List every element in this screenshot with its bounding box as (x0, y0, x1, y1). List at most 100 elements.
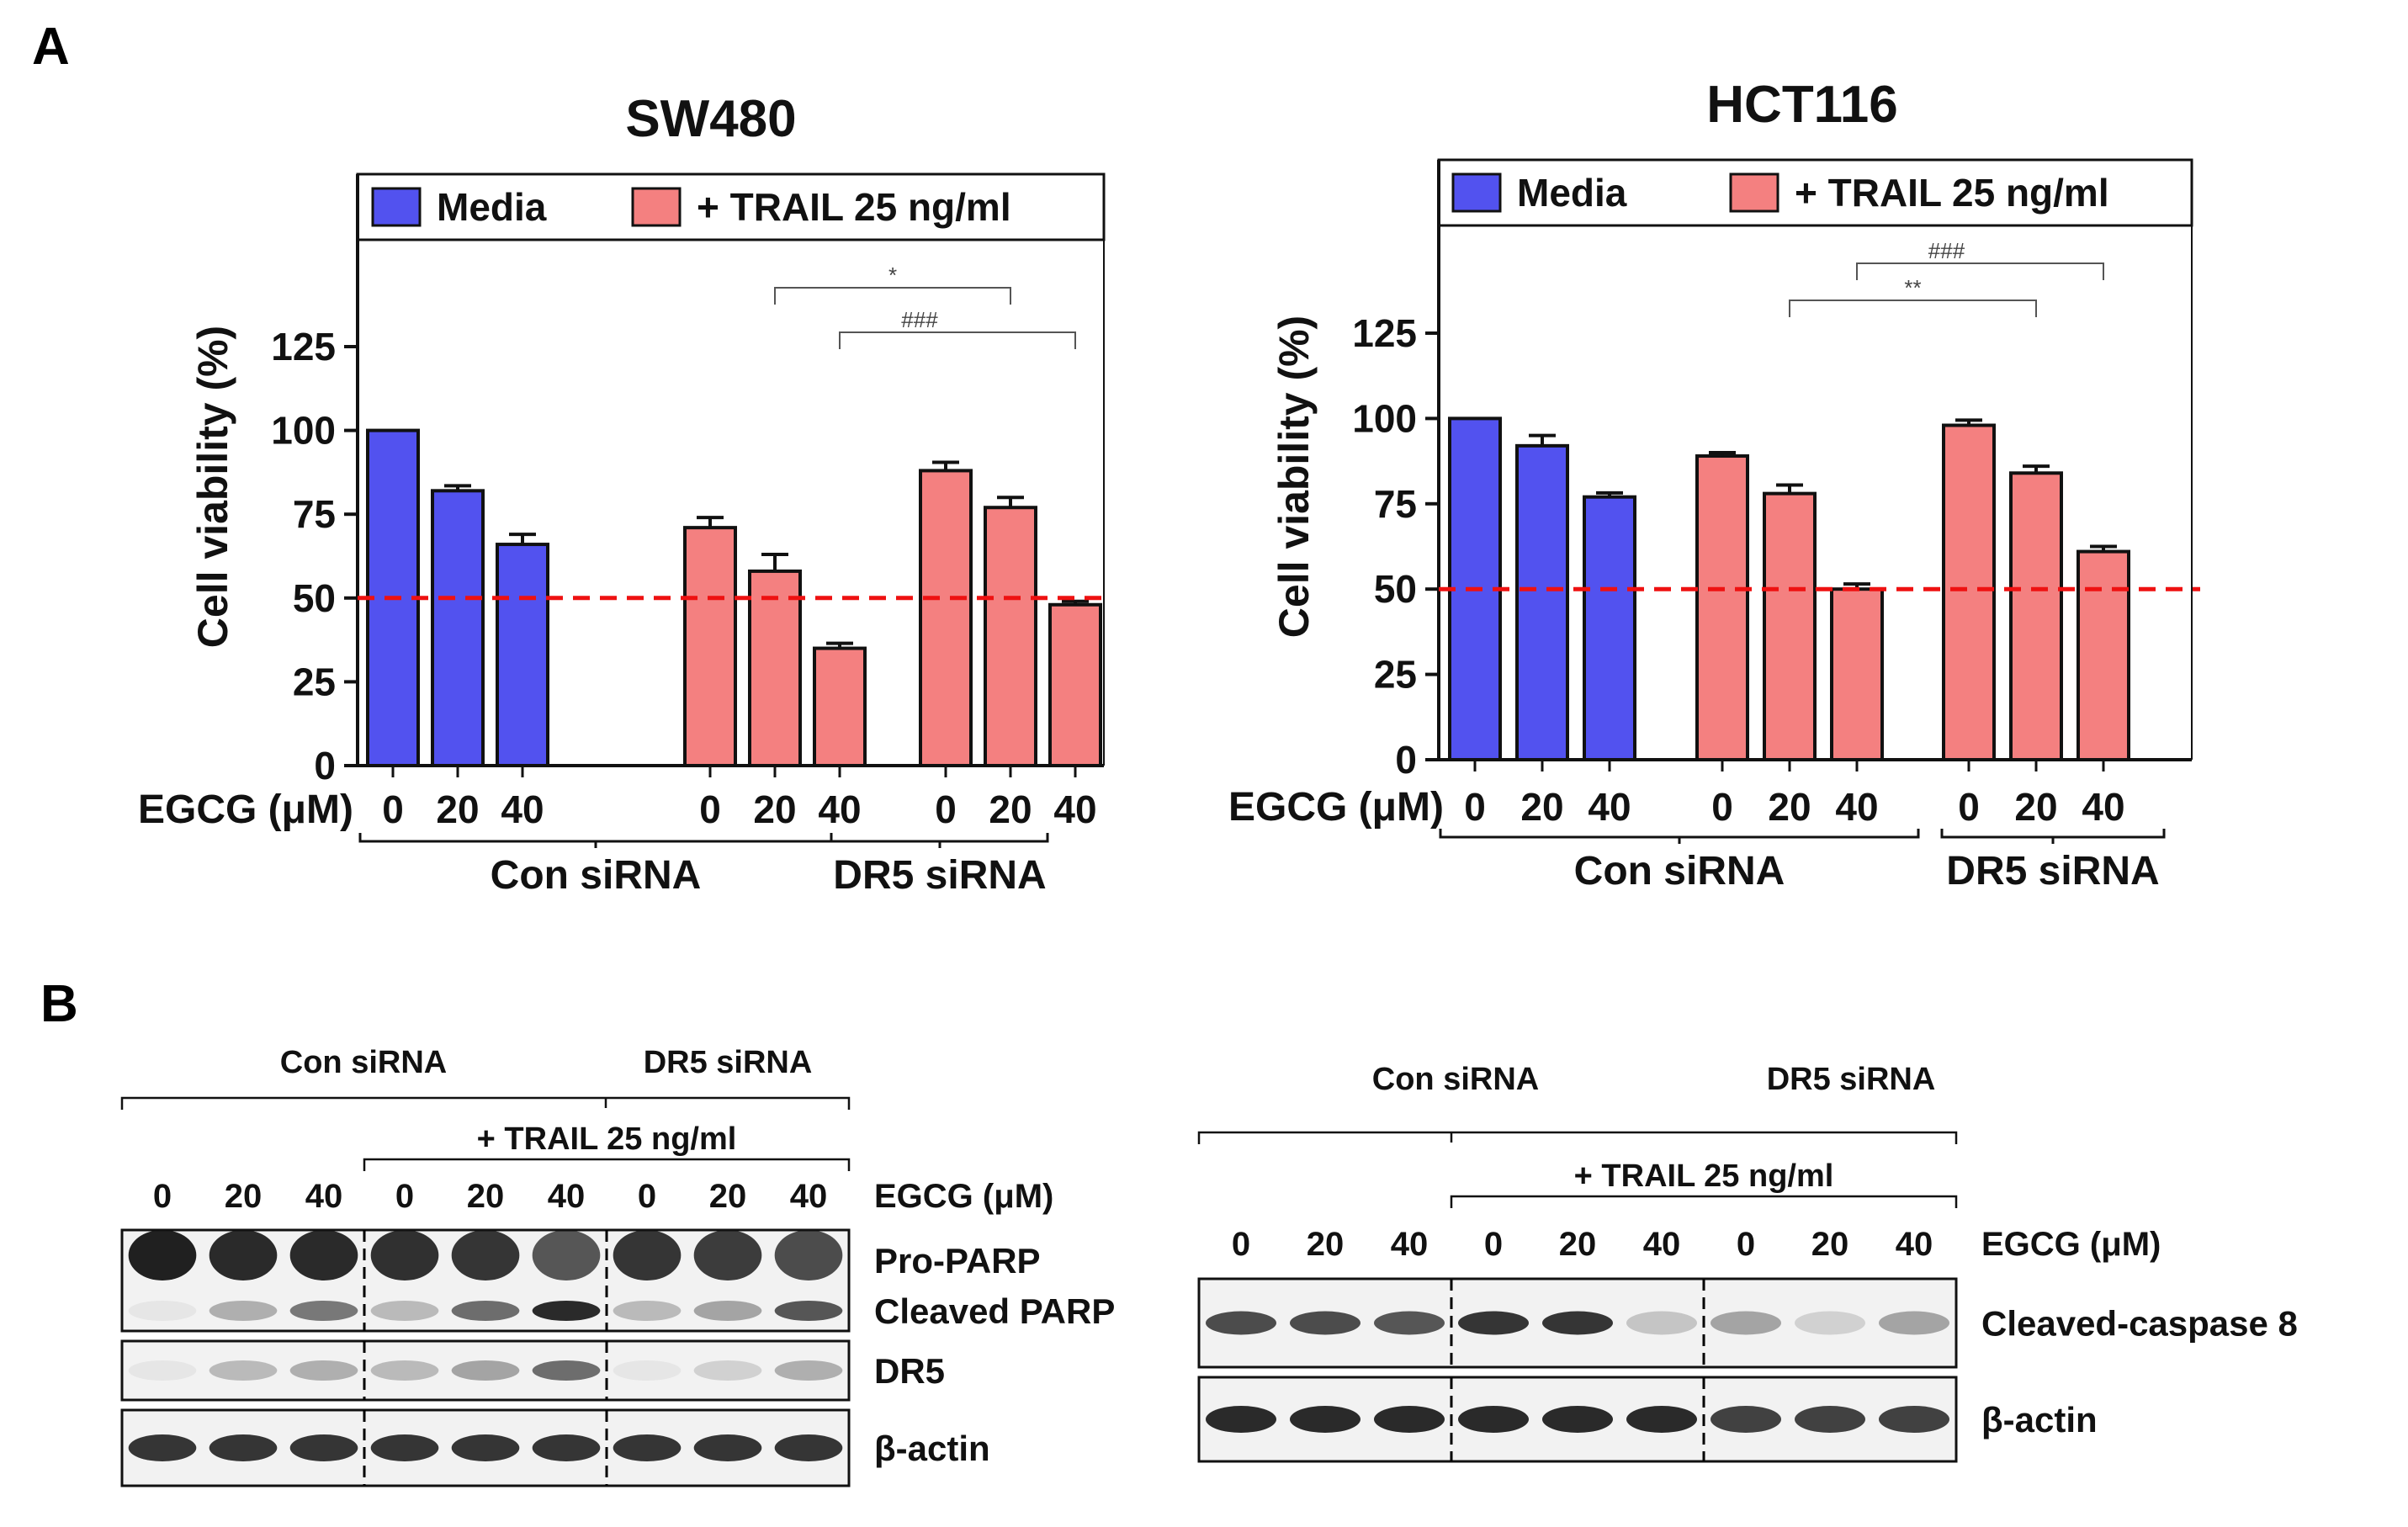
blot-hct116: Con siRNA DR5 siRNA + TRAIL 25 ng/ml 0 20 40 0… (1197, 1062, 2298, 1463)
legend-label-2: + TRAIL 25 ng/ml (697, 185, 1011, 229)
blot-band (613, 1360, 682, 1381)
blot-band (209, 1434, 278, 1461)
bar (1830, 587, 1884, 762)
blot-band (209, 1301, 278, 1321)
blot-band (209, 1360, 278, 1381)
blot-band (693, 1230, 762, 1280)
blot-band (774, 1434, 843, 1461)
blot-row-label: DR5 (874, 1351, 945, 1391)
y-tick-label: 100 (271, 409, 336, 453)
blot-band (128, 1230, 197, 1280)
x-tick-label: 0 (699, 787, 721, 831)
significance-label: ### (901, 307, 938, 332)
blot-label-dr5: DR5 siRNA (644, 1045, 813, 1080)
significance-bracket (774, 287, 1011, 305)
blot-band (1711, 1406, 1781, 1433)
legend-swatch-1 (371, 187, 422, 227)
blot-band (1458, 1406, 1529, 1433)
blot-label-con: Con siRNA (1372, 1062, 1539, 1097)
x-tick-label: 40 (818, 787, 861, 831)
x-tick-label: 40 (1053, 787, 1096, 831)
blot-dose-label: 0 (153, 1178, 172, 1215)
legend-box (356, 172, 1106, 241)
x-tick-label: 40 (1588, 785, 1631, 829)
blot-strip (120, 1339, 851, 1402)
x-tick-label: 40 (501, 787, 544, 831)
y-axis-label: Cell viability (%) (1270, 315, 1318, 638)
panel-label-a: A (32, 18, 70, 76)
significance-bracket (1856, 262, 2104, 280)
blot-band (532, 1301, 601, 1321)
blot-band (128, 1301, 197, 1321)
blot-label-dr5: DR5 siRNA (1767, 1062, 1936, 1097)
blot-band (370, 1434, 439, 1461)
blot-dose-label: 40 (1896, 1226, 1933, 1263)
blot-band (1626, 1311, 1697, 1335)
legend-label-1: Media (437, 185, 547, 229)
blot-dose-title: EGCG (μM) (874, 1178, 1053, 1215)
group-bracket (830, 833, 1049, 843)
bar (683, 526, 737, 767)
blot-band (532, 1360, 601, 1381)
blot-row-label: Cleaved-caspase 8 (1981, 1304, 2298, 1344)
x-tick-label: 20 (1520, 785, 1563, 829)
chart-title: SW480 (625, 90, 796, 148)
blot-band (774, 1301, 843, 1321)
y-tick-label: 0 (1395, 738, 1417, 782)
blot-band (613, 1434, 682, 1461)
blot-row-label: β-actin (1981, 1400, 2098, 1440)
legend-swatch-2 (1729, 172, 1779, 213)
y-axis-label: Cell viability (%) (189, 326, 236, 648)
blot-label-con: Con siRNA (280, 1045, 447, 1080)
blot-dose-label: 40 (1643, 1226, 1681, 1263)
blot-band (451, 1434, 520, 1461)
x-tick-label: 0 (1711, 785, 1733, 829)
blot-row-label: Cleaved PARP (874, 1291, 1115, 1331)
blot-band (613, 1230, 682, 1280)
blot-band (370, 1360, 439, 1381)
blot-band (774, 1230, 843, 1280)
x-tick-label: 0 (382, 787, 404, 831)
blot-row-label: β-actin (874, 1429, 990, 1468)
legend-box (1437, 158, 2193, 227)
blot-band (451, 1360, 520, 1381)
blot-band (128, 1434, 197, 1461)
y-tick-label: 50 (293, 576, 336, 620)
significance-label: ** (1904, 275, 1921, 300)
blot-band (289, 1301, 358, 1321)
blot-row-label: Pro-PARP (874, 1241, 1041, 1280)
blot-bracket-sirna (120, 1096, 851, 1110)
blot-band (289, 1230, 358, 1280)
chart-title: HCT116 (1706, 76, 1897, 134)
y-tick-label: 125 (271, 325, 336, 368)
bar (496, 543, 549, 768)
chart-hct116: HCT116 Media + TRAIL 25 ng/ml 0 25 50 75 100 125… (1228, 76, 2200, 893)
blot-band (693, 1434, 762, 1461)
group-bracket (1439, 829, 1920, 839)
blot-dose-label: 0 (1737, 1226, 1755, 1263)
blot-dose-label: 20 (709, 1178, 747, 1215)
blot-band (1290, 1406, 1360, 1433)
x-axis-label: EGCG (μM) (1228, 785, 1444, 830)
blot-band (1542, 1406, 1613, 1433)
significance-label: * (888, 262, 897, 288)
bar (1048, 602, 1102, 767)
bar (1583, 495, 1636, 761)
blot-band (693, 1301, 762, 1321)
blot-dose-title: EGCG (μM) (1981, 1226, 2161, 1263)
bar (984, 506, 1037, 767)
significance-label: ### (1928, 238, 1965, 263)
blot-band (1206, 1311, 1276, 1335)
blot-band (451, 1301, 520, 1321)
blot-dose-label: 0 (638, 1178, 656, 1215)
blot-dose-label: 20 (1307, 1226, 1345, 1263)
blot-band (370, 1301, 439, 1321)
y-tick-label: 75 (293, 492, 336, 536)
significance-bracket (839, 331, 1076, 349)
blot-bracket-trail (1450, 1195, 1958, 1208)
blot-label-trail: + TRAIL 25 ng/ml (1574, 1159, 1834, 1194)
blot-dose-label: 20 (1559, 1226, 1597, 1263)
bar (1763, 491, 1817, 762)
blot-band (289, 1434, 358, 1461)
x-tick-label: 0 (1464, 785, 1486, 829)
